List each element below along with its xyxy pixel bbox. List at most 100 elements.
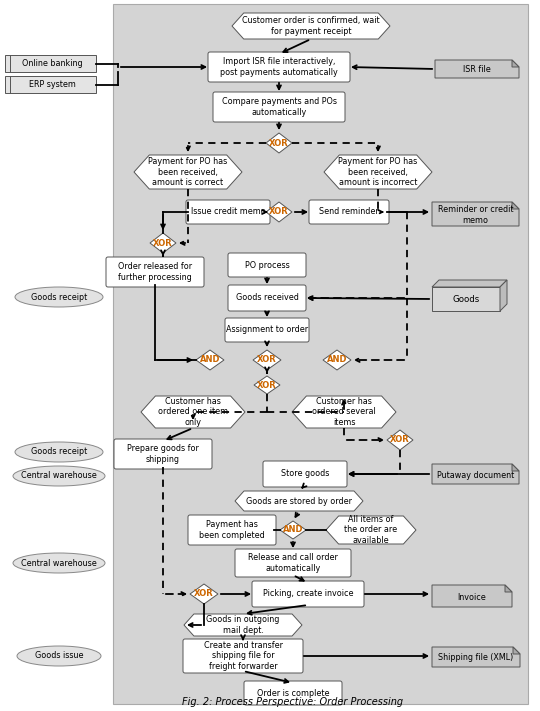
Text: Goods receipt: Goods receipt	[31, 447, 87, 456]
Text: Goods receipt: Goods receipt	[31, 292, 87, 301]
Text: XOR: XOR	[194, 589, 214, 599]
FancyBboxPatch shape	[252, 581, 364, 607]
FancyBboxPatch shape	[5, 55, 96, 72]
Text: Issue credit memo: Issue credit memo	[191, 208, 265, 217]
Polygon shape	[512, 60, 519, 67]
Text: Central warehouse: Central warehouse	[21, 559, 97, 567]
Text: Release and call order
automatically: Release and call order automatically	[248, 553, 338, 572]
Polygon shape	[326, 516, 416, 544]
Polygon shape	[141, 396, 245, 428]
Polygon shape	[184, 614, 302, 636]
Text: ISR file: ISR file	[463, 65, 491, 75]
Text: Goods received: Goods received	[235, 294, 299, 302]
Polygon shape	[254, 376, 280, 394]
Text: Send reminder: Send reminder	[319, 208, 379, 217]
Ellipse shape	[13, 553, 105, 573]
FancyBboxPatch shape	[263, 461, 347, 487]
Text: Store goods: Store goods	[281, 469, 329, 479]
Text: XOR: XOR	[269, 139, 289, 147]
FancyBboxPatch shape	[235, 549, 351, 577]
Ellipse shape	[15, 287, 103, 307]
Polygon shape	[387, 430, 413, 450]
Text: ERP system: ERP system	[29, 80, 76, 89]
Polygon shape	[235, 491, 363, 511]
Text: Customer has
ordered one item
only: Customer has ordered one item only	[158, 397, 228, 427]
Text: Create and transfer
shipping file for
freight forwarder: Create and transfer shipping file for fr…	[204, 641, 282, 671]
Text: Picking, create invoice: Picking, create invoice	[263, 589, 353, 599]
Polygon shape	[435, 60, 519, 78]
Text: XOR: XOR	[269, 208, 289, 217]
FancyBboxPatch shape	[208, 52, 350, 82]
Text: Payment for PO has
been received,
amount is incorrect: Payment for PO has been received, amount…	[339, 157, 417, 187]
Polygon shape	[266, 202, 292, 222]
FancyBboxPatch shape	[309, 200, 389, 224]
Text: All items of
the order are
available: All items of the order are available	[345, 515, 397, 545]
Text: AND: AND	[200, 356, 220, 365]
Text: Fig. 2: Process Perspective: Order Processing: Fig. 2: Process Perspective: Order Proce…	[183, 697, 403, 707]
FancyBboxPatch shape	[188, 515, 276, 545]
Polygon shape	[432, 585, 512, 607]
Text: XOR: XOR	[257, 380, 277, 390]
Polygon shape	[505, 585, 512, 592]
Text: Shipping file (XML): Shipping file (XML)	[438, 653, 514, 663]
Text: XOR: XOR	[257, 356, 277, 365]
Text: Central warehouse: Central warehouse	[21, 471, 97, 481]
FancyBboxPatch shape	[228, 285, 306, 311]
Polygon shape	[292, 396, 396, 428]
Polygon shape	[432, 202, 519, 226]
Polygon shape	[266, 133, 292, 153]
FancyBboxPatch shape	[113, 4, 528, 704]
Text: PO process: PO process	[245, 260, 289, 269]
FancyBboxPatch shape	[106, 257, 204, 287]
Text: Payment for PO has
been received,
amount is correct: Payment for PO has been received, amount…	[148, 157, 228, 187]
Text: XOR: XOR	[153, 238, 173, 247]
Polygon shape	[324, 155, 432, 189]
FancyBboxPatch shape	[213, 92, 345, 122]
Polygon shape	[253, 350, 281, 370]
Polygon shape	[432, 647, 520, 667]
Polygon shape	[280, 521, 306, 539]
Polygon shape	[512, 464, 519, 471]
Text: Compare payments and POs
automatically: Compare payments and POs automatically	[221, 97, 336, 117]
Text: Goods in outgoing
mail dept.: Goods in outgoing mail dept.	[206, 615, 280, 635]
FancyBboxPatch shape	[183, 639, 303, 673]
Text: Payment has
been completed: Payment has been completed	[199, 520, 265, 540]
Text: Customer has
ordered several
items: Customer has ordered several items	[312, 397, 376, 427]
Polygon shape	[150, 233, 176, 253]
Text: AND: AND	[327, 356, 347, 365]
Text: Order released for
further processing: Order released for further processing	[118, 262, 192, 282]
Text: AND: AND	[283, 525, 303, 535]
Polygon shape	[500, 280, 507, 311]
Polygon shape	[432, 280, 507, 287]
Polygon shape	[432, 287, 500, 311]
Text: Online banking: Online banking	[22, 59, 83, 68]
FancyBboxPatch shape	[5, 76, 96, 93]
Text: Invoice: Invoice	[457, 592, 487, 602]
FancyBboxPatch shape	[186, 200, 270, 224]
FancyBboxPatch shape	[228, 253, 306, 277]
Ellipse shape	[17, 646, 101, 666]
Polygon shape	[432, 464, 519, 484]
Text: Customer order is confirmed, wait
for payment receipt: Customer order is confirmed, wait for pa…	[242, 16, 380, 36]
Polygon shape	[512, 202, 519, 209]
Polygon shape	[513, 647, 520, 654]
Ellipse shape	[15, 442, 103, 462]
Text: Assignment to order: Assignment to order	[226, 326, 308, 334]
Ellipse shape	[13, 466, 105, 486]
Text: Putaway document: Putaway document	[437, 471, 514, 479]
FancyBboxPatch shape	[114, 439, 212, 469]
Polygon shape	[134, 155, 242, 189]
Polygon shape	[323, 350, 351, 370]
FancyBboxPatch shape	[225, 318, 309, 342]
Polygon shape	[190, 584, 218, 604]
Text: Goods are stored by order: Goods are stored by order	[246, 496, 352, 506]
Text: Goods: Goods	[453, 294, 480, 304]
Text: XOR: XOR	[390, 436, 410, 444]
Text: Order is complete: Order is complete	[256, 688, 329, 697]
Text: Goods issue: Goods issue	[35, 651, 83, 661]
Text: Prepare goods for
shipping: Prepare goods for shipping	[127, 444, 199, 464]
Polygon shape	[232, 13, 390, 39]
FancyBboxPatch shape	[244, 681, 342, 705]
Text: Reminder or credit
memo: Reminder or credit memo	[438, 205, 513, 225]
Polygon shape	[196, 350, 224, 370]
